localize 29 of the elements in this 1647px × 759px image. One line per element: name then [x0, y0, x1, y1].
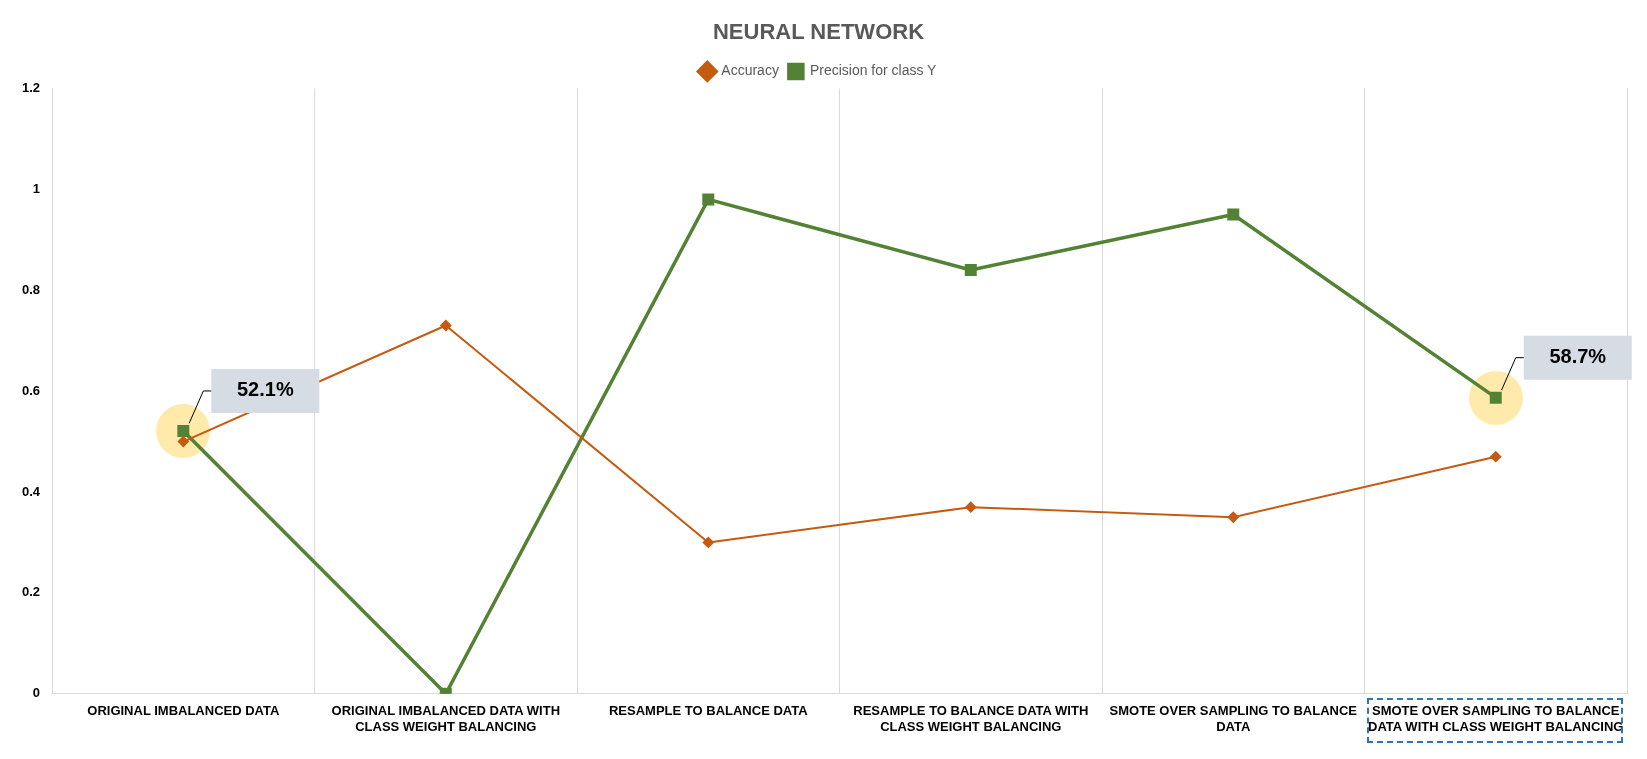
x-tick-label: ORIGINAL IMBALANCED DATA WITH CLASS WEIGHT BALANCING — [331, 703, 561, 734]
point — [702, 536, 714, 548]
data-label: 58.7% — [1549, 345, 1607, 368]
x-tick-label: SMOTE OVER SAMPLING TO BALANCE DATA WITH CLASS WEIGHT BALANCING — [1368, 703, 1624, 734]
x-tick-label: RESAMPLE TO BALANCE DATA WITH CLASS WEIGHT BALANCING — [853, 703, 1089, 734]
x-tick-label: SMOTE OVER SAMPLING TO BALANCE DATA — [1109, 703, 1358, 734]
x-tick-label: ORIGINAL IMBALANCED DATA — [87, 703, 280, 719]
y-tick-label: 0.6 — [21, 382, 41, 398]
y-tick-label: 0.4 — [21, 483, 41, 499]
point — [177, 436, 189, 448]
y-tick-label: 1.2 — [21, 79, 41, 95]
point — [964, 264, 977, 277]
legend-label: Accuracy — [721, 62, 779, 79]
data-label: 52.1% — [236, 378, 294, 401]
legend-label: Precision for class Y — [809, 62, 938, 79]
y-tick-label: 0 — [32, 685, 41, 701]
chart-title: NEURAL NETWORK — [712, 19, 925, 45]
point — [965, 501, 977, 513]
point — [1489, 391, 1502, 404]
point — [1227, 511, 1239, 523]
point — [1490, 451, 1502, 463]
y-tick-label: 0.8 — [21, 281, 41, 297]
point — [177, 424, 190, 437]
y-tick-label: 0.2 — [21, 584, 41, 600]
point — [702, 193, 715, 206]
point — [1227, 208, 1240, 221]
x-tick-label: RESAMPLE TO BALANCE DATA — [608, 703, 809, 719]
point — [440, 320, 452, 332]
y-tick-label: 1 — [32, 180, 41, 196]
